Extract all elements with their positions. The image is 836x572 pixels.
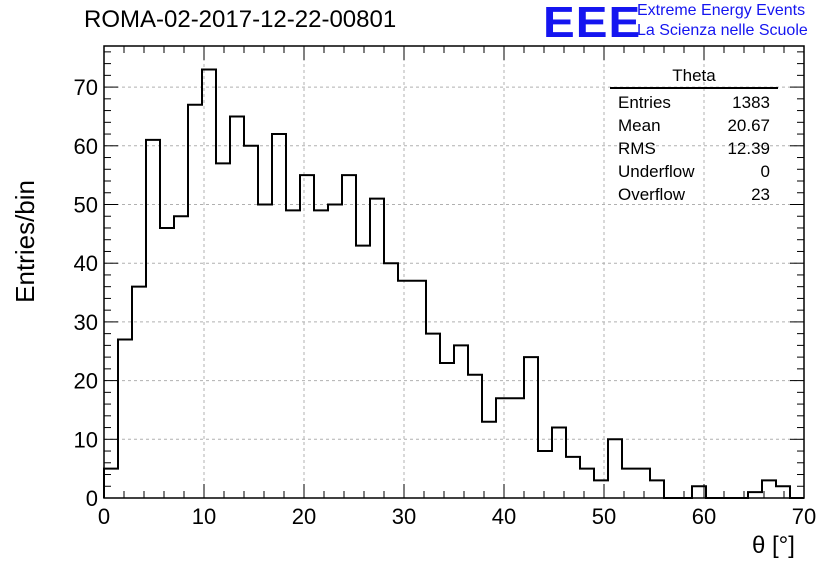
x-tick-label: 10 (192, 504, 216, 529)
stats-value: 1383 (732, 93, 770, 112)
stats-label: Overflow (618, 185, 686, 204)
x-tick-label: 30 (392, 504, 416, 529)
x-tick-label: 20 (292, 504, 316, 529)
stats-row-underflow: Underflow 0 (618, 161, 770, 183)
histogram-bar (314, 210, 328, 498)
stats-divider (610, 87, 778, 89)
histogram-bar (118, 340, 132, 498)
x-tick-label: 50 (592, 504, 616, 529)
x-tick-label: 40 (492, 504, 516, 529)
eee-logo: EEE (543, 0, 642, 47)
y-tick-label: 30 (74, 310, 98, 335)
histogram-bar (566, 457, 580, 498)
stats-row-mean: Mean 20.67 (618, 115, 770, 137)
histogram-bar (342, 175, 356, 498)
stats-title: Theta (672, 66, 716, 85)
histogram-bar (370, 199, 384, 498)
histogram-bar (580, 469, 594, 498)
y-tick-label: 20 (74, 369, 98, 394)
stats-value: 12.39 (727, 139, 770, 158)
histogram-bar (202, 69, 216, 498)
x-tick-label: 0 (98, 504, 110, 529)
histogram-bar (412, 281, 426, 498)
histogram-bar (524, 357, 538, 498)
x-tick-label: 70 (792, 504, 816, 529)
stats-label: Mean (618, 116, 661, 135)
histogram-bar (286, 210, 300, 498)
histogram-bar (258, 204, 272, 498)
histogram-bar (272, 134, 286, 498)
stats-row-entries: Entries 1383 (618, 92, 770, 114)
y-tick-label: 10 (74, 427, 98, 452)
stats-label: Underflow (618, 162, 695, 181)
histogram-bar (300, 175, 314, 498)
stats-value: 20.67 (727, 116, 770, 135)
x-axis-label: θ [°] (752, 532, 795, 559)
stats-value: 0 (760, 162, 770, 181)
chart-title: ROMA-02-2017-12-22-00801 (84, 6, 397, 33)
stats-label: RMS (618, 139, 656, 158)
y-tick-label: 40 (74, 251, 98, 276)
histogram-bar (636, 469, 650, 498)
histogram-bar (174, 216, 188, 498)
stats-row-overflow: Overflow 23 (618, 184, 770, 206)
histogram-bar (482, 422, 496, 498)
histogram-bar (398, 281, 412, 498)
histogram-bar (440, 363, 454, 498)
histogram-bar (496, 398, 510, 498)
histogram-bar (160, 228, 174, 498)
y-tick-label: 60 (74, 134, 98, 159)
histogram-bar (510, 398, 524, 498)
logo-subtitle-2: La Scienza nelle Scuole (637, 22, 808, 39)
histogram-bar (104, 469, 118, 498)
stats-row-rms: RMS 12.39 (618, 138, 770, 160)
histogram-bar (230, 116, 244, 498)
plot-frame (103, 45, 805, 499)
histogram-bar (538, 451, 552, 498)
x-tick-label: 60 (692, 504, 716, 529)
histogram-bar (468, 375, 482, 498)
histogram-bar (146, 140, 160, 498)
logo-subtitle-1: Extreme Energy Events (637, 2, 806, 19)
histogram-bar (454, 345, 468, 498)
stats-box: Theta Entries 1383 Mean 20.67 RMS 12.39 … (610, 66, 778, 204)
histogram-bar (776, 486, 790, 498)
histogram-bar (552, 428, 566, 498)
stats-label: Entries (618, 93, 671, 112)
histogram-bar (216, 163, 230, 498)
histogram-bar (356, 246, 370, 498)
histogram-bar (132, 287, 146, 498)
y-tick-label: 50 (74, 192, 98, 217)
y-tick-label: 0 (86, 486, 98, 511)
y-tick-label: 70 (74, 75, 98, 100)
histogram-bar (650, 480, 664, 498)
histogram-bar (426, 334, 440, 498)
y-axis-label: Entries/bin (10, 180, 40, 303)
stats-value: 23 (751, 185, 770, 204)
histogram-bar (594, 480, 608, 498)
histogram-bar (328, 204, 342, 498)
histogram-bar (608, 439, 622, 498)
